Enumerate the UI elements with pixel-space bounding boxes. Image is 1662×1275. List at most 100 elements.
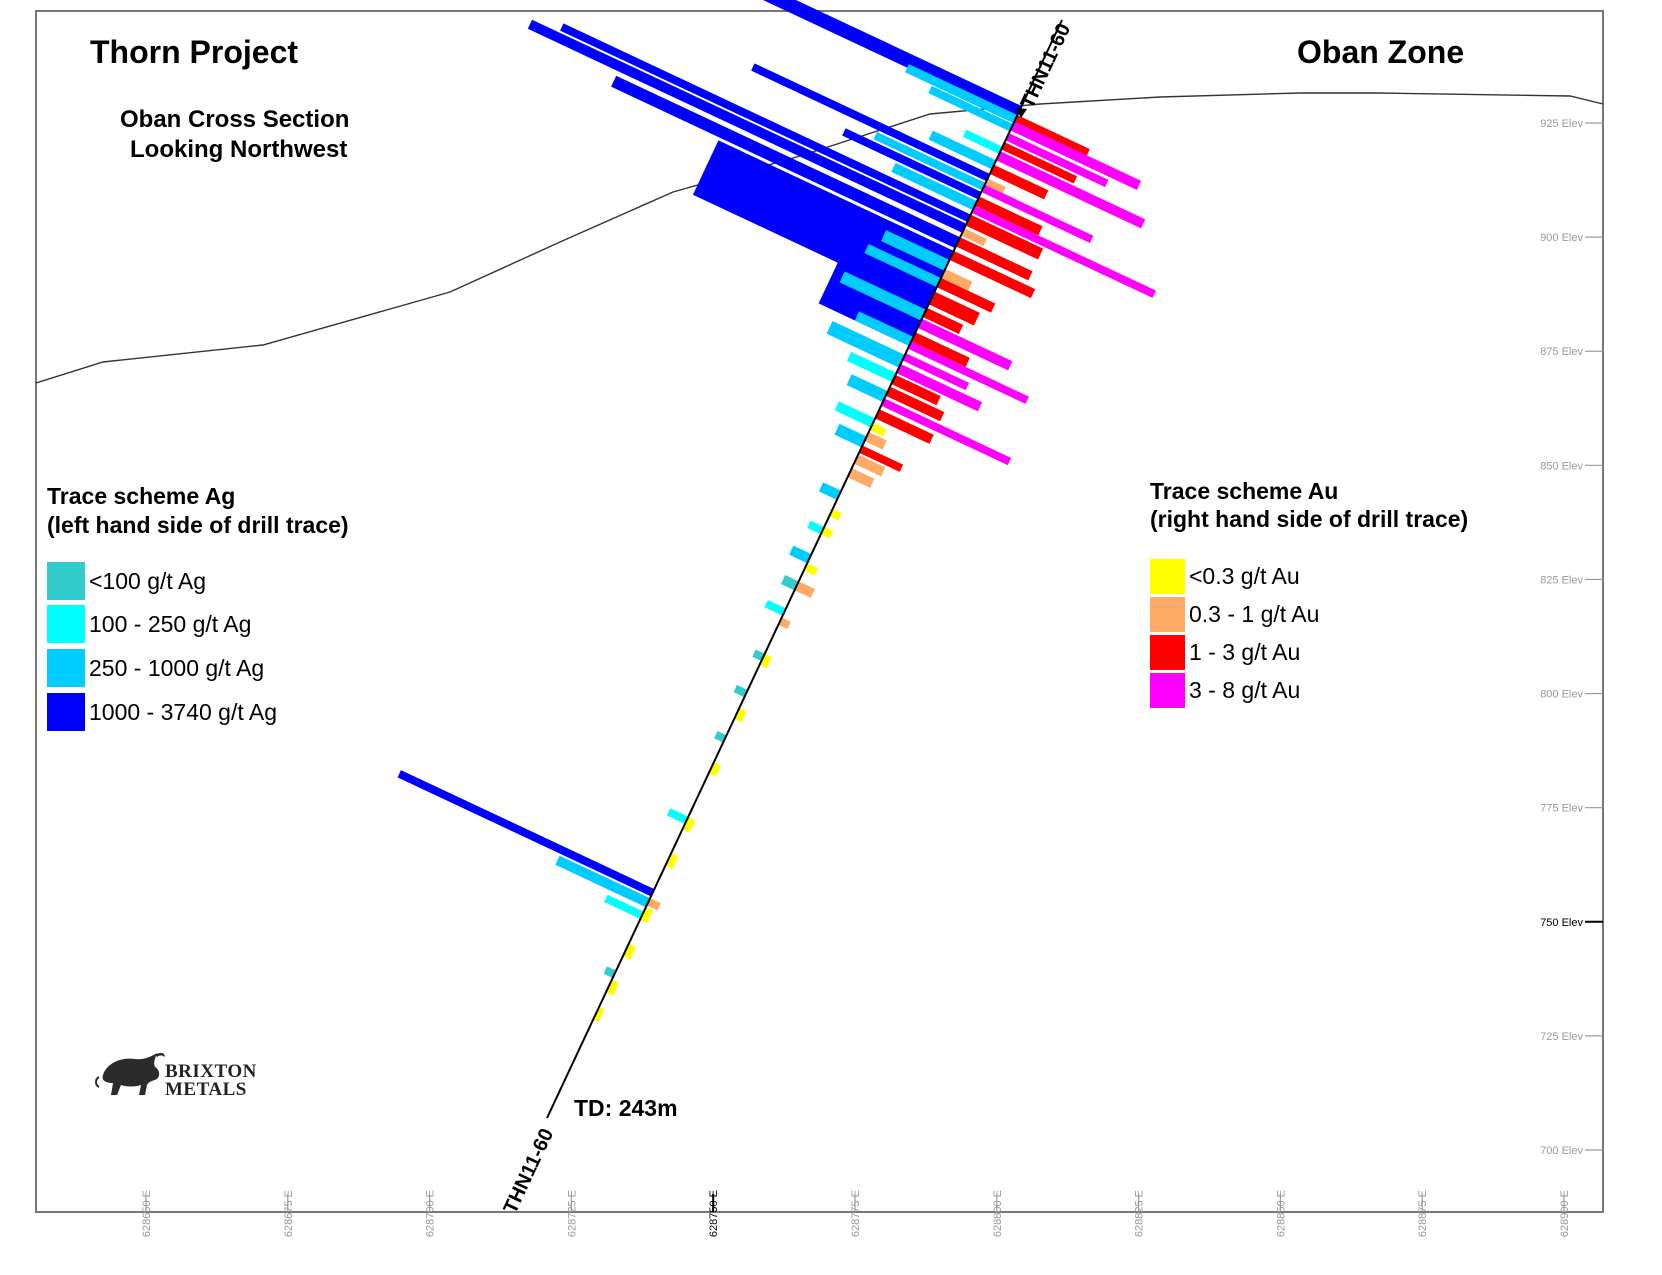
ag-assay-bar <box>527 19 967 233</box>
ag-legend-label: <100 g/t Ag <box>89 567 207 594</box>
ag-assay-bar <box>807 520 825 535</box>
au-assay-bar <box>917 318 1013 371</box>
elevation-tick-label: 825 Elev <box>1540 574 1583 586</box>
elevation-tick-label: 800 Elev <box>1540 689 1583 701</box>
au-assay-bar <box>875 409 934 444</box>
au-assay-bar <box>940 268 973 291</box>
ag-assay-bar <box>962 129 1003 154</box>
au-assay-bar <box>922 307 964 334</box>
ag-assay-bar <box>864 244 941 288</box>
elevation-tick-label: 750 Elev <box>1540 917 1583 929</box>
au-assay-bar <box>859 445 904 472</box>
au-legend-label: 0.3 - 1 g/t Au <box>1189 600 1320 627</box>
au-assay-bar <box>965 214 1044 260</box>
au-legend-item: 1 - 3 g/t Au <box>1150 633 1300 671</box>
au-assay-bar <box>949 250 1036 299</box>
topography-line <box>35 92 1604 384</box>
au-assay-bar <box>936 278 996 313</box>
ag-legend-item: 1000 - 3740 g/t Ag <box>47 693 277 731</box>
au-assay-bar <box>622 943 637 960</box>
au-assay-bar <box>911 332 970 367</box>
project-title: Thorn Project <box>90 34 299 70</box>
easting-tick-label: 628900 E <box>1559 1190 1571 1237</box>
ag-assay-bar <box>834 423 867 448</box>
assay-bars-group <box>397 0 1156 1023</box>
au-legend-label: 1 - 3 g/t Au <box>1189 638 1301 665</box>
au-assay-bar <box>1005 133 1109 188</box>
au-assay-bar <box>891 374 941 406</box>
au-assay-bar <box>593 1006 605 1023</box>
ag-assay-bar <box>854 311 914 346</box>
ag-assay-bar <box>834 401 876 428</box>
ag-assay-bar <box>397 770 655 897</box>
section-title-line1: Oban Cross Section <box>120 106 350 133</box>
ag-assay-bar <box>881 230 950 271</box>
au-assay-bar <box>1010 121 1142 190</box>
logo-text-line1: BRIXTON <box>165 1061 257 1082</box>
ag-assay-bar <box>764 599 786 616</box>
ag-assay-bar <box>839 271 927 321</box>
au-assay-bar <box>864 431 887 450</box>
au-assay-bar <box>907 341 1029 404</box>
ag-swatch-250-1000 <box>47 649 85 687</box>
au-assay-bar <box>605 979 620 996</box>
au-assay-bar <box>971 205 1156 298</box>
elevation-tick-label: 775 Elev <box>1540 803 1583 815</box>
au-assay-bar <box>646 898 661 911</box>
au-assay-bar <box>869 422 887 437</box>
ag-assay-bar <box>789 545 812 564</box>
au-legend-label: 3 - 8 g/t Au <box>1189 676 1301 703</box>
au-assay-bar <box>984 178 1006 195</box>
ag-legend-item: 250 - 1000 g/t Ag <box>47 649 264 687</box>
ag-assay-bar <box>751 63 990 182</box>
au-assay-bar <box>734 708 747 723</box>
au-assay-bar <box>989 164 1049 200</box>
au-assay-bar <box>708 762 722 777</box>
ag-assay-bar <box>904 64 1018 124</box>
au-assay-bar <box>996 151 1146 229</box>
collar-arrow-icon <box>1016 108 1027 118</box>
au-assay-bar <box>881 398 1012 466</box>
easting-tick-label: 628850 E <box>1275 1190 1287 1237</box>
ag-assay-bar <box>560 23 971 222</box>
ag-swatch-1000-3740 <box>47 693 85 731</box>
elevation-tick-label: 875 Elev <box>1540 346 1583 358</box>
au-legend-label: <0.3 g/t Au <box>1189 562 1300 589</box>
ag-swatch-lt100 <box>47 562 85 600</box>
elevation-tick-label: 850 Elev <box>1540 460 1583 472</box>
ag-assay-bar <box>846 374 888 403</box>
bull-icon <box>95 1052 165 1095</box>
au-assay-bar <box>853 454 886 477</box>
au-assay-bar <box>902 353 970 391</box>
easting-tick-label: 628650 E <box>141 1190 153 1237</box>
logo-text-line2: METALS <box>165 1079 247 1100</box>
au-assay-bar <box>794 581 816 599</box>
ag-legend-label: 100 - 250 g/t Ag <box>89 610 252 637</box>
au-assay-bar <box>960 228 987 247</box>
au-assay-bar <box>759 653 772 669</box>
drill-trace-line <box>546 19 1063 1119</box>
section-title-line2: Looking Northwest <box>130 136 348 163</box>
au-assay-bar <box>1001 142 1078 184</box>
zone-title: Oban Zone <box>1297 34 1465 70</box>
ag-assay-bar <box>873 131 986 191</box>
ag-assay-bar <box>555 855 651 908</box>
au-assay-bar <box>974 196 1043 236</box>
elevation-tick-label: 725 Elev <box>1540 1031 1583 1043</box>
elevation-tick-label: 900 Elev <box>1540 232 1583 244</box>
ag-legend-title-line1: Trace scheme Ag <box>47 483 236 509</box>
au-legend-title-line1: Trace scheme Au <box>1150 478 1339 504</box>
au-swatch-1-3 <box>1150 634 1185 670</box>
easting-tick-label: 628725 E <box>566 1190 578 1237</box>
au-swatch-03-1 <box>1150 596 1185 632</box>
au-assay-bar <box>928 291 980 326</box>
au-legend-title-line2: (right hand side of drill trace) <box>1150 506 1469 532</box>
au-assay-bar <box>955 237 1033 281</box>
au-assay-bar <box>803 563 819 576</box>
ag-swatch-100-250 <box>47 605 85 643</box>
total-depth-label: TD: 243m <box>574 1095 678 1121</box>
elevation-tick-label: 925 Elev <box>1540 118 1583 130</box>
ag-assay-bar <box>611 75 961 249</box>
ag-assay-bar <box>733 684 748 698</box>
ag-assay-bar <box>780 574 799 591</box>
